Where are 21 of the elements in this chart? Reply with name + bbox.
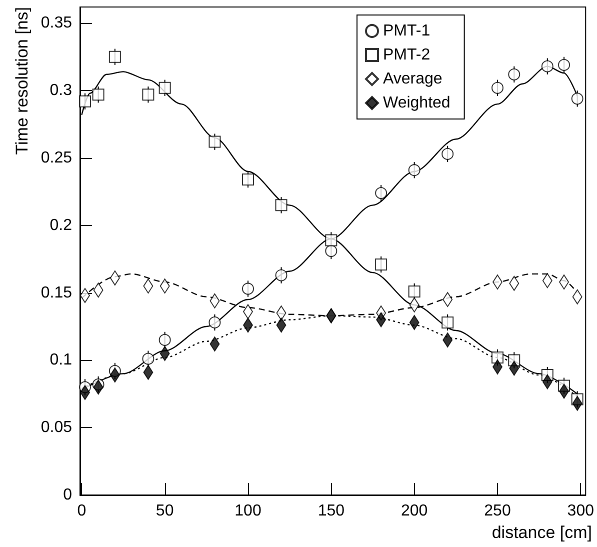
y-tick-label: 0.35 — [40, 14, 72, 32]
x-tick-label: 50 — [156, 502, 174, 520]
legend-label: PMT-2 — [383, 46, 430, 64]
legend-label: Weighted — [383, 94, 450, 112]
y-tick-label: 0 — [63, 486, 72, 504]
x-tick-label: 250 — [484, 502, 511, 520]
legend-label: Average — [383, 70, 442, 88]
y-tick-label: 0.3 — [50, 82, 72, 100]
y-tick-label: 0.2 — [50, 216, 72, 234]
y-tick-label: 0.25 — [40, 149, 72, 166]
x-tick-label: 0 — [77, 502, 86, 520]
y-axis-title: Time resolution [ns] — [12, 7, 32, 155]
x-axis-title: distance [cm] — [492, 523, 592, 542]
y-tick-label: 0.1 — [50, 352, 72, 369]
x-tick-label: 300 — [567, 502, 594, 520]
x-tick-label: 200 — [400, 502, 428, 520]
y-tick-label: 0.05 — [40, 419, 72, 436]
y-tick-label: 0.15 — [40, 284, 72, 302]
legend-label: PMT-1 — [383, 22, 430, 40]
x-tick-label: 100 — [234, 502, 262, 520]
x-tick-label: 150 — [318, 502, 345, 520]
